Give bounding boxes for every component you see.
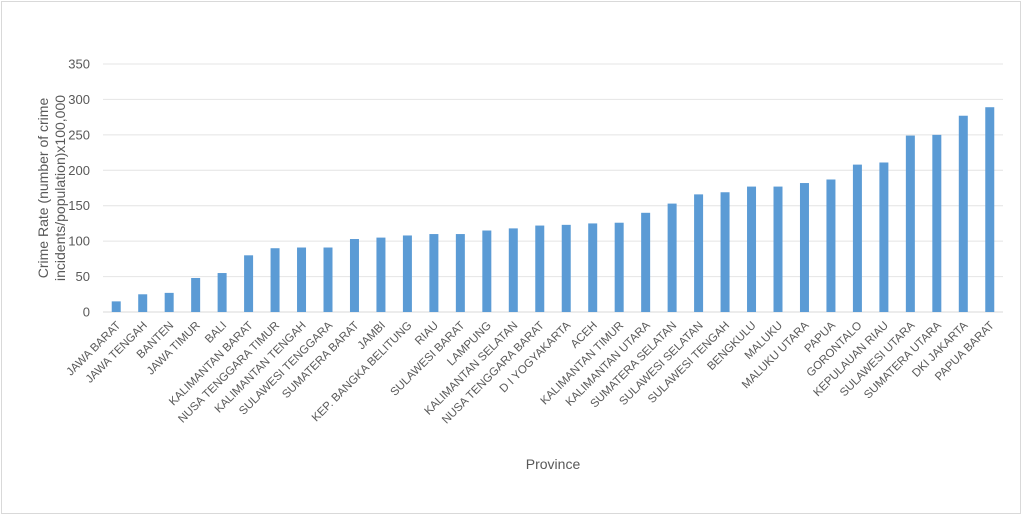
y-tick-label: 250 [68, 127, 90, 142]
y-tick-label: 200 [68, 163, 90, 178]
bar [191, 277, 201, 312]
bar [879, 162, 889, 312]
y-axis-title-line: incidents/population)x100,000 [52, 95, 68, 281]
bar [217, 273, 227, 312]
bar [429, 234, 439, 312]
bar [905, 135, 915, 312]
bar [244, 255, 254, 312]
bar [508, 228, 518, 312]
bar [455, 234, 465, 312]
y-tick-label: 150 [68, 198, 90, 213]
bar [111, 301, 121, 312]
bar [667, 203, 677, 312]
bar [323, 247, 333, 312]
bar [641, 212, 651, 312]
bar [852, 164, 862, 312]
y-tick-label: 50 [76, 269, 90, 284]
x-axis-title: Province [526, 456, 581, 472]
bar [349, 239, 359, 312]
bar [694, 194, 704, 312]
bar [614, 222, 624, 312]
gridlines [103, 63, 1003, 313]
bar [270, 248, 280, 312]
bar [535, 225, 545, 312]
bar [932, 134, 942, 312]
y-tick-label: 0 [83, 305, 90, 320]
y-axis-title: Crime Rate (number of crimeincidents/pop… [35, 95, 68, 281]
y-tick-label: 100 [68, 234, 90, 249]
bar [958, 115, 968, 313]
y-axis-title-line: Crime Rate (number of crime [35, 98, 51, 279]
bar [376, 237, 386, 312]
y-tick-label: 300 [68, 92, 90, 107]
bar [773, 186, 783, 312]
bar [826, 179, 836, 312]
bar [747, 186, 757, 312]
bar [402, 235, 412, 312]
bar [985, 107, 995, 312]
y-tick-labels: 0 50 100 150 200 250 300 350 [68, 57, 90, 320]
bar [799, 183, 809, 312]
bars [111, 107, 995, 313]
y-tick-label: 350 [68, 57, 90, 72]
bar [138, 294, 148, 312]
bar [561, 224, 571, 312]
bar [164, 292, 174, 312]
bar [588, 223, 598, 312]
bar [297, 247, 307, 312]
bar [720, 192, 730, 312]
bar [482, 230, 492, 312]
